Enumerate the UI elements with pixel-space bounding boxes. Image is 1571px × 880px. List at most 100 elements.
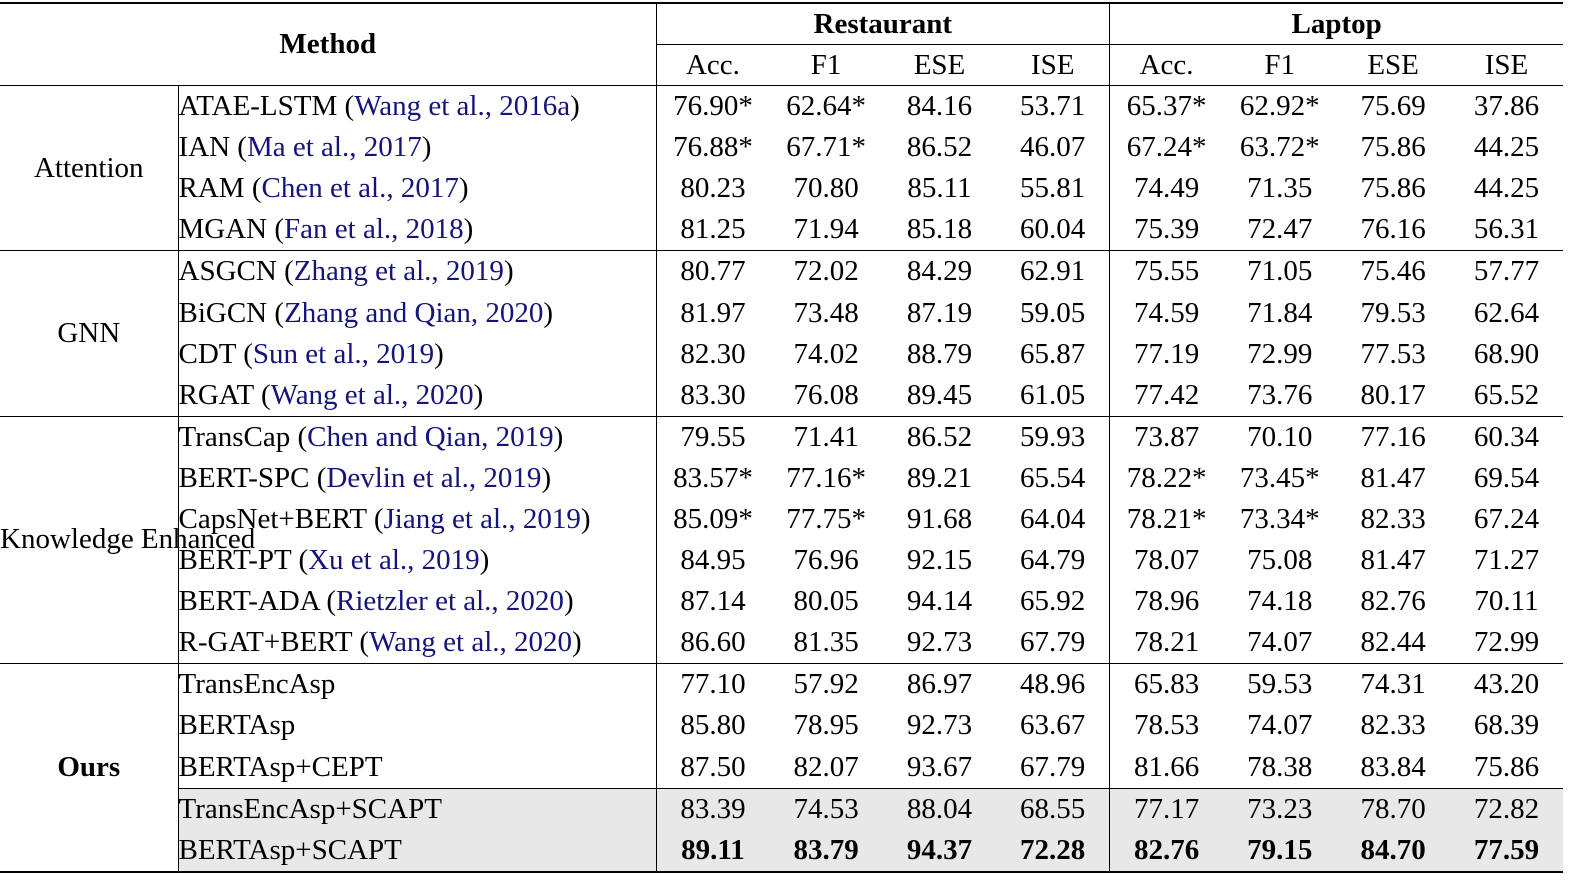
value-cell: 87.50 [680, 750, 746, 783]
value-cell: 62.64* [769, 85, 883, 128]
method-name-cell: CapsNet+BERT (Jiang et al., 2019) [178, 498, 657, 541]
value-cell: 81.47 [1360, 544, 1426, 577]
table-row: IAN (Ma et al., 2017) 76.88* 67.71* 86.52 46… [0, 127, 1563, 169]
value-cell: 73.76 [1247, 378, 1313, 411]
method-name-cell: ATAE-LSTM (Wang et al., 2016a) [178, 85, 657, 128]
citation-link[interactable]: Jiang et al., 2019 [383, 502, 581, 535]
value-cell: 65.52 [1473, 378, 1540, 411]
value-cell: 82.30 [680, 337, 746, 370]
paren-close: ) [580, 502, 591, 535]
value-cell: 56.31 [1473, 213, 1540, 246]
method-name-cell: BERTAsp+SCAPT [178, 829, 657, 872]
citation-link[interactable]: Chen and Qian, 2019 [307, 420, 554, 453]
value-cell: 82.07 [793, 750, 859, 783]
value-cell: 65.92 [996, 581, 1111, 623]
table-row: Ours TransEncAsp 77.10 57.92 86.97 48.96 65.83… [0, 663, 1564, 872]
citation-link[interactable]: Wang et al., 2016a [354, 90, 571, 123]
method-name: CDT [178, 337, 236, 370]
citation-link[interactable]: Wang et al., 2020 [369, 626, 573, 659]
value-cell: 75.69 [1336, 85, 1450, 128]
value-cell: 78.21* [1126, 502, 1207, 535]
citation-link[interactable]: Rietzler et al., 2020 [336, 585, 564, 618]
value-cell: 46.07 [996, 127, 1111, 169]
value-cell: 73.87 [1109, 415, 1224, 458]
citation-link[interactable]: Chen et al., 2017 [261, 172, 459, 205]
value-cell: 87.19 [906, 296, 973, 329]
value-cell: 82.44 [1360, 626, 1426, 659]
value-cell: 86.52 [906, 131, 973, 164]
value-cell: 83.39 [656, 787, 770, 830]
header-row-datasets: Method Restaurant Laptop [0, 3, 1564, 86]
value-cell: 92.73 [906, 709, 973, 742]
value-cell: 74.02 [793, 337, 859, 370]
method-name-cell: BERTAsp [178, 705, 657, 747]
value-cell: 89.45 [906, 378, 973, 411]
value-cell: 63.72* [1239, 131, 1320, 164]
metric-header: ISE [1484, 48, 1529, 81]
value-cell: 89.11 [656, 829, 770, 872]
results-table-body: Attention ATAE-LSTM (Wang et al., 2016a) 7… [0, 84, 1564, 872]
metric-header: F1 [810, 48, 842, 81]
value-cell: 88.79 [906, 337, 973, 370]
paren-close: ) [434, 337, 444, 370]
citation-link[interactable]: Xu et al., 2019 [308, 544, 480, 577]
table-row: CapsNet+BERT (Jiang et al., 2019) 85.09* 7… [0, 498, 1563, 541]
value-cell: 77.10 [656, 663, 770, 706]
value-cell: 60.34 [1449, 415, 1564, 458]
value-cell: 59.05 [996, 292, 1111, 334]
value-cell: 57.77 [1449, 250, 1564, 293]
value-cell: 92.73 [906, 626, 973, 659]
value-cell: 75.86 [1360, 172, 1426, 205]
citation-link[interactable]: Sun et al., 2019 [252, 337, 435, 370]
value-cell: 67.79 [996, 746, 1111, 789]
method-name-cell: R-GAT+BERT (Wang et al., 2020) [178, 622, 657, 664]
value-cell: 77.16* [786, 461, 866, 494]
paren-open: ( [319, 585, 337, 618]
method-name: MGAN [178, 213, 268, 246]
value-cell: 77.16 [1336, 415, 1450, 458]
value-cell: 81.25 [680, 213, 746, 246]
value-cell: 64.04 [996, 498, 1111, 541]
method-name-cell: ASGCN (Zhang et al., 2019) [178, 250, 657, 293]
citation-link[interactable]: Devlin et al., 2019 [326, 461, 542, 494]
value-cell: 71.27 [1473, 544, 1540, 577]
method-name-cell: IAN (Ma et al., 2017) [178, 127, 657, 169]
value-cell: 55.81 [996, 168, 1111, 210]
value-cell: 77.75* [786, 502, 866, 535]
value-cell: 89.21 [906, 461, 973, 494]
value-cell: 83.57* [673, 461, 753, 494]
value-cell: 44.25 [1473, 131, 1540, 164]
value-cell: 68.55 [996, 787, 1111, 830]
table-row: Attention ATAE-LSTM (Wang et al., 2016a) 7… [0, 84, 1564, 251]
value-cell: 71.41 [769, 415, 883, 458]
method-name-cell: RGAT (Wang et al., 2020) [178, 374, 657, 417]
value-cell: 75.86 [1473, 750, 1540, 783]
method-name-cell: BERT-SPC (Devlin et al., 2019) [178, 457, 657, 499]
citation-link[interactable]: Zhang and Qian, 2020 [284, 296, 544, 329]
value-cell: 71.84 [1247, 296, 1313, 329]
citation-link[interactable]: Zhang et al., 2019 [293, 255, 504, 288]
value-cell: 62.91 [996, 250, 1111, 293]
value-cell: 94.37 [882, 829, 997, 872]
value-cell: 81.66 [1133, 750, 1200, 783]
method-name: RGAT [178, 378, 254, 411]
value-cell: 86.97 [882, 663, 997, 706]
method-name: BERTAsp+SCAPT [178, 833, 402, 866]
value-cell: 67.24 [1473, 502, 1540, 535]
value-cell: 88.04 [882, 787, 997, 830]
value-cell: 93.67 [906, 750, 973, 783]
citation-link[interactable]: Ma et al., 2017 [246, 131, 422, 164]
method-name-cell: CDT (Sun et al., 2019) [178, 333, 657, 375]
value-cell: 78.95 [793, 709, 859, 742]
value-cell: 92.15 [906, 544, 973, 577]
value-cell: 75.39 [1133, 213, 1200, 246]
value-cell: 70.10 [1223, 415, 1337, 458]
value-cell: 48.96 [996, 663, 1111, 706]
citation-link[interactable]: Wang et al., 2020 [270, 378, 474, 411]
citation-link[interactable]: Fan et al., 2018 [284, 213, 464, 246]
value-cell: 82.76 [1360, 585, 1426, 618]
value-cell: 85.80 [680, 709, 746, 742]
method-name-cell: MGAN (Fan et al., 2018) [178, 209, 657, 251]
method-name: BERT-SPC [178, 461, 310, 494]
